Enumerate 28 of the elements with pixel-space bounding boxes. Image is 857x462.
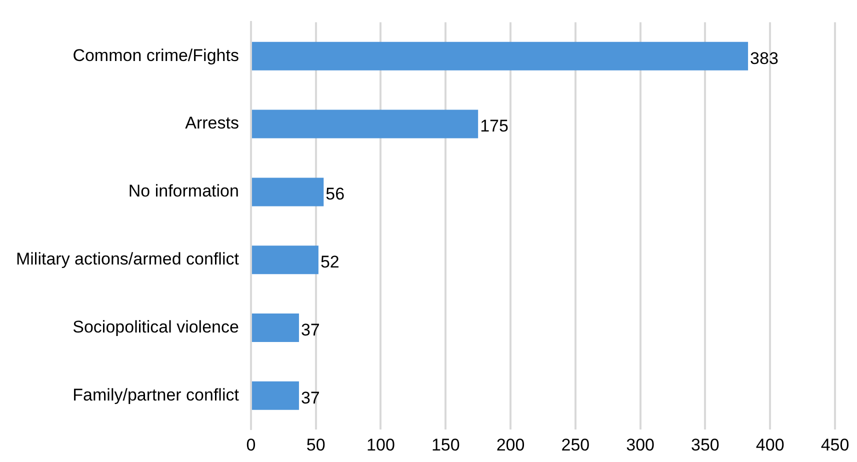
y-tick-label: Sociopolitical violence [72,317,239,336]
bar [252,178,324,206]
bar [252,110,478,138]
data-label: 56 [326,184,345,204]
x-tick-label: 350 [691,435,720,454]
bar [252,42,748,70]
x-tick-label: 0 [246,435,256,454]
data-label: 37 [300,320,320,340]
bar [252,313,299,342]
x-tick-label: 400 [756,435,784,454]
y-tick-label: Arrests [185,114,239,133]
data-label: 37 [300,388,320,408]
x-tick-label: 50 [306,435,326,454]
y-tick-label: Family/partner conflict [72,385,240,404]
x-tick-label: 200 [496,435,525,454]
x-tick-label: 250 [561,435,590,454]
bar [252,246,318,274]
x-tick-label: 300 [626,435,655,454]
data-label: 175 [480,116,508,136]
y-tick-label: Military actions/armed conflict [16,250,240,269]
data-label: 383 [750,48,778,68]
data-label: 52 [320,252,340,272]
y-tick-label: No information [128,182,239,201]
x-tick-label: 150 [431,435,460,454]
x-tick-label: 450 [820,435,850,454]
y-tick-label: Common crime/Fights [72,46,239,65]
x-tick-label: 100 [366,435,395,454]
bar [252,381,299,410]
